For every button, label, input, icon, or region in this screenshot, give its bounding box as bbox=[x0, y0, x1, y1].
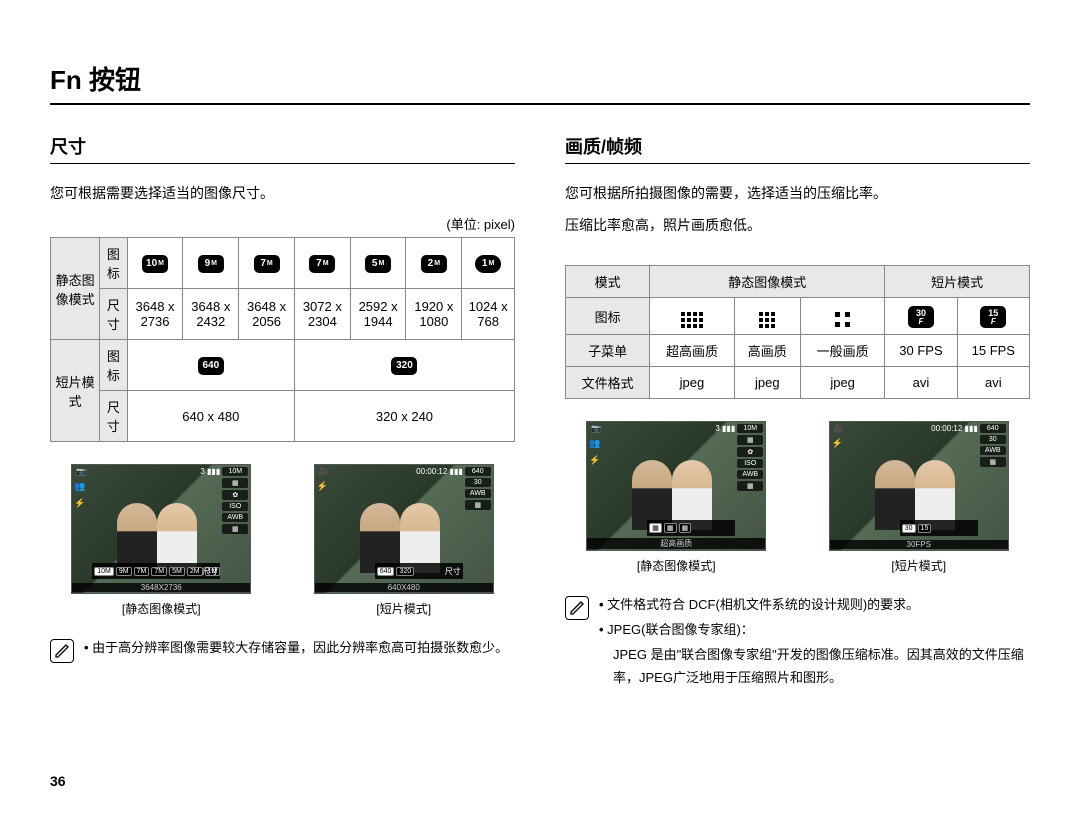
icon-row-label: 图标 bbox=[100, 238, 127, 289]
size-cell-0: 3648 x 2736 bbox=[127, 289, 183, 340]
size-cell-5: 1920 x 1080 bbox=[406, 289, 462, 340]
quality-heading: 画质/帧频 bbox=[565, 133, 1030, 164]
movie-mode-header: 短片模式 bbox=[885, 265, 1030, 297]
note-icon bbox=[50, 639, 74, 663]
movie-preview: 🎥00:00:12 ▮▮▮ ⚡ 64030AWB▦ 640320 尺寸 640X… bbox=[314, 464, 494, 594]
size-cell-1: 3648 x 2432 bbox=[183, 289, 239, 340]
submenu-1: 高画质 bbox=[734, 335, 800, 367]
size-table: 静态图像模式 图标 10M 9M 7M 7M 5M 2M 1M 尺寸 3648 … bbox=[50, 237, 515, 442]
two-column-layout: 尺寸 您可根据需要选择适当的图像尺寸。 (单位: pixel) 静态图像模式 图… bbox=[50, 133, 1030, 689]
quality-movie-preview-block: 🎥00:00:12 ▮▮▮ ⚡ 64030AWB▦ 3015 30FPS [短片… bbox=[829, 421, 1009, 574]
right-note-2: JPEG(联合图像专家组)： bbox=[599, 619, 1030, 641]
still-mode-header: 静态图像模式 bbox=[650, 265, 885, 297]
left-preview-row: 📷3 ▮▮▮ 👥⚡ 10M▦✿ISOAWB▦ 10M9M7M7M5M2M1M 尺… bbox=[50, 464, 515, 617]
size-icon-2m: 2M bbox=[406, 238, 462, 289]
page-number: 36 bbox=[50, 773, 66, 789]
movie-size-row-label: 尺寸 bbox=[100, 391, 127, 442]
size-cell-6: 1024 x 768 bbox=[462, 289, 515, 340]
size-icon-9m: 9M bbox=[183, 238, 239, 289]
left-note: 由于高分辨率图像需要较大存储容量，因此分辨率愈高可拍摄张数愈少。 bbox=[50, 637, 515, 663]
left-note-text: 由于高分辨率图像需要较大存储容量，因此分辨率愈高可拍摄张数愈少。 bbox=[84, 637, 508, 659]
submenu-2: 一般画质 bbox=[800, 335, 884, 367]
quality-still-preview: 📷3 ▮▮▮ 👥⚡ 10M▦✿ISOAWB▦ ▦▦▦ 超高画质 bbox=[586, 421, 766, 551]
quality-icon-fine bbox=[734, 297, 800, 335]
unit-label: (单位: pixel) bbox=[50, 214, 515, 233]
size-cell-4: 2592 x 1944 bbox=[350, 289, 406, 340]
size-icon-7m-a: 7M bbox=[239, 238, 295, 289]
note-icon bbox=[565, 596, 589, 620]
quality-movie-preview: 🎥00:00:12 ▮▮▮ ⚡ 64030AWB▦ 3015 30FPS bbox=[829, 421, 1009, 551]
format-1: jpeg bbox=[734, 367, 800, 399]
size-cell-2: 3648 x 2056 bbox=[239, 289, 295, 340]
quality-icon-superfine bbox=[650, 297, 734, 335]
movie-size-320: 320 x 240 bbox=[294, 391, 514, 442]
submenu-3: 30 FPS bbox=[885, 335, 957, 367]
right-note: 文件格式符合 DCF(相机文件系统的设计规则)的要求。 JPEG(联合图像专家组… bbox=[565, 594, 1030, 688]
right-note-2-sub: JPEG 是由"联合图像专家组"开发的图像压缩标准。因其高效的文件压缩率，JPE… bbox=[599, 644, 1030, 688]
quality-still-caption: [静态图像模式] bbox=[637, 557, 716, 574]
size-cell-3: 3072 x 2304 bbox=[294, 289, 350, 340]
movie-preview-bottom: 640X480 bbox=[315, 583, 493, 592]
format-label: 文件格式 bbox=[566, 367, 650, 399]
still-preview-block: 📷3 ▮▮▮ 👥⚡ 10M▦✿ISOAWB▦ 10M9M7M7M5M2M1M 尺… bbox=[71, 464, 251, 617]
movie-preview-caption: [短片模式] bbox=[376, 600, 431, 617]
video-icon: 🎥 bbox=[319, 467, 329, 476]
right-preview-row: 📷3 ▮▮▮ 👥⚡ 10M▦✿ISOAWB▦ ▦▦▦ 超高画质 [静态图像模式] bbox=[565, 421, 1030, 574]
submenu-label: 子菜单 bbox=[566, 335, 650, 367]
quality-movie-bottom: 30FPS bbox=[830, 540, 1008, 549]
size-icon-7m-b: 7M bbox=[294, 238, 350, 289]
right-column: 画质/帧频 您可根据所拍摄图像的需要，选择适当的压缩比率。 压缩比率愈高，照片画… bbox=[565, 133, 1030, 689]
still-preview-bottom: 3648X2736 bbox=[72, 583, 250, 592]
right-note-1: 文件格式符合 DCF(相机文件系统的设计规则)的要求。 bbox=[599, 594, 1030, 616]
movie-mode-rowhead: 短片模式 bbox=[51, 340, 100, 442]
size-heading: 尺寸 bbox=[50, 133, 515, 164]
still-preview-caption: [静态图像模式] bbox=[122, 600, 201, 617]
movie-icon-640: 640 bbox=[127, 340, 294, 391]
format-2: jpeg bbox=[800, 367, 884, 399]
fps-icon-15: 15F bbox=[957, 297, 1029, 335]
page-title: Fn 按钮 bbox=[50, 60, 1030, 105]
fps-icon-30: 30F bbox=[885, 297, 957, 335]
movie-icon-320: 320 bbox=[294, 340, 514, 391]
quality-still-bottom: 超高画质 bbox=[587, 538, 765, 549]
left-column: 尺寸 您可根据需要选择适当的图像尺寸。 (单位: pixel) 静态图像模式 图… bbox=[50, 133, 515, 689]
size-icon-1m: 1M bbox=[462, 238, 515, 289]
format-3: avi bbox=[885, 367, 957, 399]
size-icon-10m: 10M bbox=[127, 238, 183, 289]
quality-table: 模式 静态图像模式 短片模式 图标 30F 15F 子菜单 超高画质 高画质 一… bbox=[565, 265, 1030, 400]
video-icon: 🎥 bbox=[834, 424, 844, 433]
quality-still-preview-block: 📷3 ▮▮▮ 👥⚡ 10M▦✿ISOAWB▦ ▦▦▦ 超高画质 [静态图像模式] bbox=[586, 421, 766, 574]
format-0: jpeg bbox=[650, 367, 734, 399]
camera-icon: 📷 bbox=[591, 424, 601, 433]
mode-label: 模式 bbox=[566, 265, 650, 297]
submenu-0: 超高画质 bbox=[650, 335, 734, 367]
still-preview: 📷3 ▮▮▮ 👥⚡ 10M▦✿ISOAWB▦ 10M9M7M7M5M2M1M 尺… bbox=[71, 464, 251, 594]
format-4: avi bbox=[957, 367, 1029, 399]
movie-preview-block: 🎥00:00:12 ▮▮▮ ⚡ 64030AWB▦ 640320 尺寸 640X… bbox=[314, 464, 494, 617]
quality-intro2: 压缩比率愈高，照片画质愈低。 bbox=[565, 214, 1030, 236]
size-icon-5m: 5M bbox=[350, 238, 406, 289]
icon-label: 图标 bbox=[566, 297, 650, 335]
size-intro: 您可根据需要选择适当的图像尺寸。 bbox=[50, 182, 515, 204]
camera-icon: 📷 bbox=[76, 467, 86, 476]
submenu-4: 15 FPS bbox=[957, 335, 1029, 367]
movie-size-640: 640 x 480 bbox=[127, 391, 294, 442]
quality-icon-normal bbox=[800, 297, 884, 335]
quality-movie-caption: [短片模式] bbox=[891, 557, 946, 574]
movie-icon-row-label: 图标 bbox=[100, 340, 127, 391]
quality-intro1: 您可根据所拍摄图像的需要，选择适当的压缩比率。 bbox=[565, 182, 1030, 204]
still-mode-rowhead: 静态图像模式 bbox=[51, 238, 100, 340]
size-row-label: 尺寸 bbox=[100, 289, 127, 340]
